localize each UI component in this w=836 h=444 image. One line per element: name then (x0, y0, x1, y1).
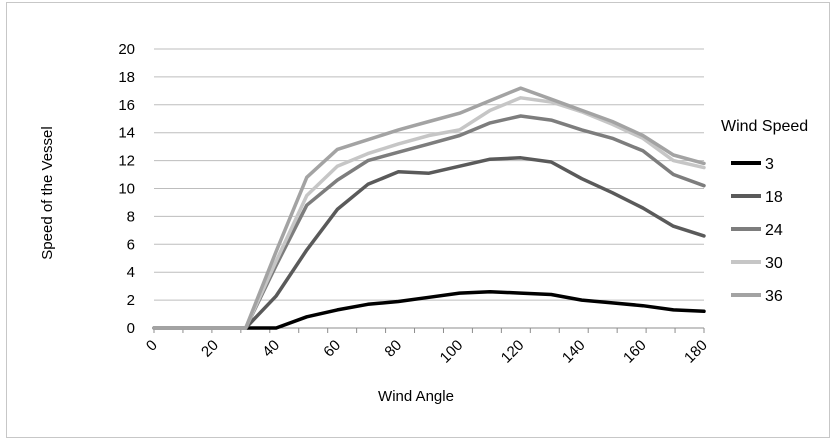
x-tick-label: 180 (681, 337, 711, 367)
x-tick-label: 100 (437, 337, 467, 367)
x-tick-label: 0 (143, 337, 161, 355)
x-tick-label: 60 (320, 337, 344, 361)
legend-label-30: 30 (765, 255, 783, 272)
series-line-3 (152, 289, 706, 330)
y-tick-label: 0 (127, 320, 135, 337)
y-tick-label: 12 (118, 153, 135, 170)
legend-label-36: 36 (765, 288, 783, 305)
legend-title: Wind Speed (721, 118, 808, 135)
legend: Wind Speed 3 18 24 30 36 (721, 118, 808, 305)
x-tick-label: 140 (559, 337, 589, 367)
legend-label-3: 3 (765, 156, 774, 173)
y-axis-title: Speed of the Vessel (39, 126, 56, 259)
y-tick-label: 18 (118, 69, 135, 86)
legend-label-18: 18 (765, 189, 783, 206)
y-tick-label: 6 (127, 236, 135, 253)
series-line-36 (152, 86, 706, 330)
legend-label-24: 24 (765, 222, 783, 239)
x-axis-tick-labels: 0 20 40 60 80 100 120 140 160 180 (143, 337, 711, 367)
y-axis-tick-labels: 0 2 4 6 8 10 12 14 16 18 20 (118, 41, 135, 337)
gridlines (154, 48, 704, 301)
y-tick-label: 14 (118, 125, 135, 142)
x-tick-label: 40 (259, 337, 283, 361)
x-tick-label: 120 (498, 337, 528, 367)
y-tick-label: 20 (118, 41, 135, 58)
y-tick-label: 10 (118, 181, 135, 198)
y-tick-label: 2 (127, 292, 135, 309)
chart-frame: 0 2 4 6 8 10 12 14 16 18 20 0 20 40 60 80 100 120 140 160 1… (6, 2, 830, 438)
x-axis-title: Wind Angle (378, 388, 454, 405)
series-lines (152, 86, 706, 330)
y-tick-label: 8 (127, 208, 135, 225)
x-tick-label: 20 (198, 337, 222, 361)
x-tick-label: 80 (381, 337, 405, 361)
x-tick-label: 160 (620, 337, 650, 367)
y-tick-label: 16 (118, 97, 135, 114)
y-tick-label: 4 (127, 264, 135, 281)
